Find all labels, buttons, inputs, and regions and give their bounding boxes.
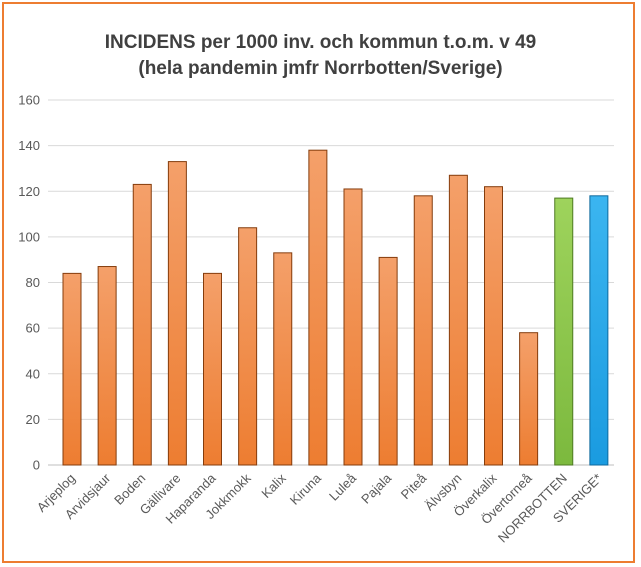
x-tick-label: Pajala (358, 470, 395, 507)
chart-title: INCIDENS per 1000 inv. och kommun t.o.m.… (104, 32, 537, 53)
y-tick-label: 40 (26, 366, 40, 381)
bar-arvidsjaur (97, 266, 117, 466)
bar-kiruna (308, 149, 328, 466)
y-tick-label: 100 (18, 229, 40, 244)
y-tick-label: 60 (26, 321, 40, 336)
bar-jokkmokk (238, 227, 258, 466)
bar-älvsbyn (448, 174, 468, 466)
y-tick-label: 20 (26, 412, 40, 427)
bar-sverige (589, 195, 609, 466)
y-tick-label: 80 (26, 275, 40, 290)
bar-överkalix (484, 186, 503, 466)
x-tick-label: Luleå (326, 470, 360, 504)
bar-arjeplog (62, 272, 82, 466)
bar-kalix (273, 252, 293, 466)
bar-piteå (413, 195, 433, 466)
x-tick-label: Kalix (258, 470, 289, 501)
bar-gällivare (167, 161, 187, 466)
bar-haparanda (203, 272, 222, 466)
chart-subtitle: (hela pandemin jmfr Norrbotten/Sverige) (138, 58, 503, 79)
bar-boden (132, 183, 152, 466)
y-axis-ticks: 0 20 40 60 80 100 120 140 160 (18, 93, 40, 473)
y-tick-label: 160 (18, 93, 40, 108)
y-tick-label: 140 (18, 138, 40, 153)
bar-pajala (378, 256, 398, 466)
x-tick-label: Piteå (398, 470, 430, 502)
bars (62, 149, 609, 466)
bar-övertorneå (519, 332, 539, 466)
bar-norrbotten (554, 197, 574, 466)
y-tick-label: 0 (33, 458, 40, 473)
x-tick-label: Kiruna (287, 470, 325, 508)
bar-luleå (343, 188, 363, 466)
x-axis-labels: ArjeplogArvidsjaurBodenGällivareHaparand… (34, 470, 605, 545)
y-tick-label: 120 (18, 184, 40, 199)
